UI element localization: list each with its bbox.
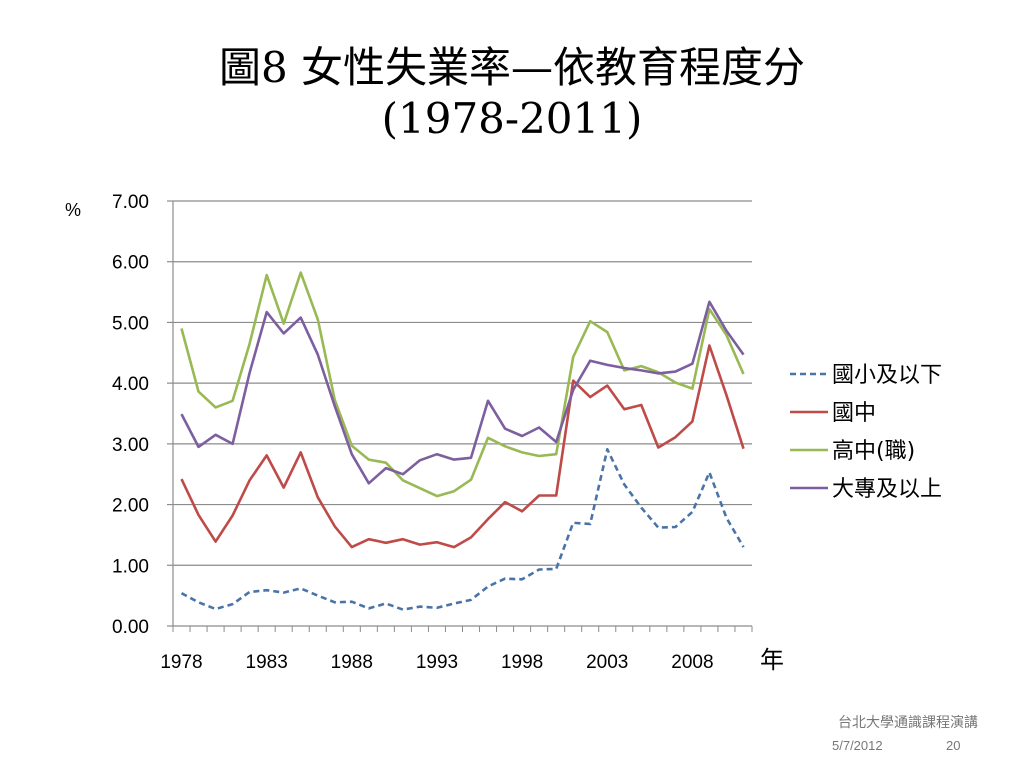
x-tick-label: 1983	[246, 652, 288, 673]
y-axis-label: %	[65, 200, 81, 220]
slide-title: 圖8 女性失業率—依教育程度分 (1978-2011)	[0, 42, 1024, 144]
y-tick-label: 0.00	[112, 617, 149, 638]
x-tick-label: 1988	[331, 652, 373, 673]
legend-label: 國小及以下	[832, 363, 942, 388]
y-tick-label: 7.00	[112, 192, 149, 213]
series-line-4	[180, 300, 745, 485]
legend-label: 大專及以上	[832, 477, 942, 502]
legend-label: 高中(職)	[832, 439, 915, 464]
y-tick-label: 3.00	[112, 435, 149, 456]
x-tick-label: 2003	[586, 652, 628, 673]
title-line-1: 圖8 女性失業率—依教育程度分	[218, 43, 806, 92]
y-tick-label: 2.00	[112, 496, 149, 517]
y-tick-label: 5.00	[112, 313, 149, 334]
footer-page-number: 20	[946, 738, 961, 753]
y-tick-label: 6.00	[112, 253, 149, 274]
title-line-2: (1978-2011)	[381, 94, 643, 144]
x-tick-label: 1998	[501, 652, 543, 673]
series-line-1	[180, 447, 745, 611]
footer-organization: 台北大學通識課程演講	[838, 714, 978, 730]
series-line-3	[180, 271, 745, 498]
gridlines	[173, 200, 752, 566]
series-lines	[180, 271, 745, 611]
footer-date: 5/7/2012	[832, 738, 883, 753]
y-tick-label: 4.00	[112, 374, 149, 395]
x-tick-label: 1978	[160, 652, 202, 673]
axes: 0.00 1.00 2.00 3.00 4.00 5.00 6.00 7.00 1978 1983…	[112, 192, 753, 673]
y-tick-label: 1.00	[112, 556, 149, 577]
x-tick-label: 2008	[671, 652, 713, 673]
x-tick-label: 1993	[416, 652, 458, 673]
legend-label: 國中	[832, 401, 876, 426]
series-line-2	[180, 344, 745, 549]
x-axis-label: 年	[760, 646, 784, 674]
